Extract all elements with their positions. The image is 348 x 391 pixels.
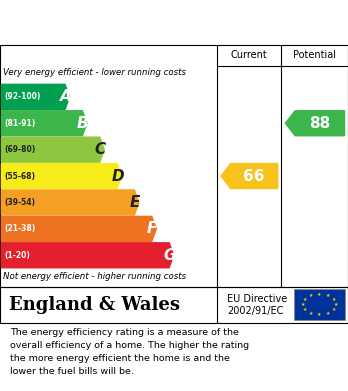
Text: England & Wales: England & Wales: [9, 296, 180, 314]
Text: (81-91): (81-91): [4, 119, 35, 128]
Text: D: D: [111, 169, 124, 183]
Polygon shape: [285, 111, 345, 136]
Text: G: G: [163, 248, 176, 263]
Text: (55-68): (55-68): [4, 172, 35, 181]
Text: 2002/91/EC: 2002/91/EC: [227, 306, 284, 316]
Polygon shape: [1, 163, 121, 188]
Text: ★: ★: [332, 297, 336, 302]
Text: F: F: [147, 221, 157, 237]
Text: (1-20): (1-20): [4, 251, 30, 260]
Text: The energy efficiency rating is a measure of the
overall efficiency of a home. T: The energy efficiency rating is a measur…: [10, 328, 250, 376]
Polygon shape: [1, 111, 87, 136]
Text: Energy Efficiency Rating: Energy Efficiency Rating: [9, 14, 256, 32]
Text: EU Directive: EU Directive: [227, 294, 287, 304]
Text: ★: ★: [325, 311, 330, 316]
Text: Very energy efficient - lower running costs: Very energy efficient - lower running co…: [3, 68, 187, 77]
Text: ★: ★: [309, 311, 313, 316]
Text: (21-38): (21-38): [4, 224, 35, 233]
Text: B: B: [77, 116, 89, 131]
Text: ★: ★: [303, 297, 307, 302]
Bar: [294, 289, 345, 320]
Polygon shape: [1, 190, 139, 215]
Text: ★: ★: [334, 302, 338, 307]
Text: C: C: [95, 142, 106, 157]
Text: 66: 66: [244, 169, 265, 183]
Text: (69-80): (69-80): [4, 145, 35, 154]
Polygon shape: [1, 243, 174, 268]
Text: E: E: [130, 195, 140, 210]
Text: ★: ★: [309, 294, 313, 298]
Polygon shape: [221, 163, 278, 188]
Polygon shape: [1, 216, 156, 241]
Text: (92-100): (92-100): [4, 92, 41, 101]
Text: A: A: [60, 89, 71, 104]
Text: Not energy efficient - higher running costs: Not energy efficient - higher running co…: [3, 272, 187, 281]
Text: 88: 88: [309, 116, 331, 131]
Text: ★: ★: [303, 307, 307, 312]
Text: ★: ★: [300, 302, 305, 307]
Text: ★: ★: [317, 292, 322, 297]
Text: ★: ★: [317, 312, 322, 317]
Polygon shape: [1, 137, 104, 162]
Polygon shape: [1, 84, 70, 109]
Text: (39-54): (39-54): [4, 198, 35, 207]
Text: Potential: Potential: [293, 50, 336, 60]
Text: ★: ★: [332, 307, 336, 312]
Text: Current: Current: [231, 50, 267, 60]
Text: ★: ★: [325, 294, 330, 298]
